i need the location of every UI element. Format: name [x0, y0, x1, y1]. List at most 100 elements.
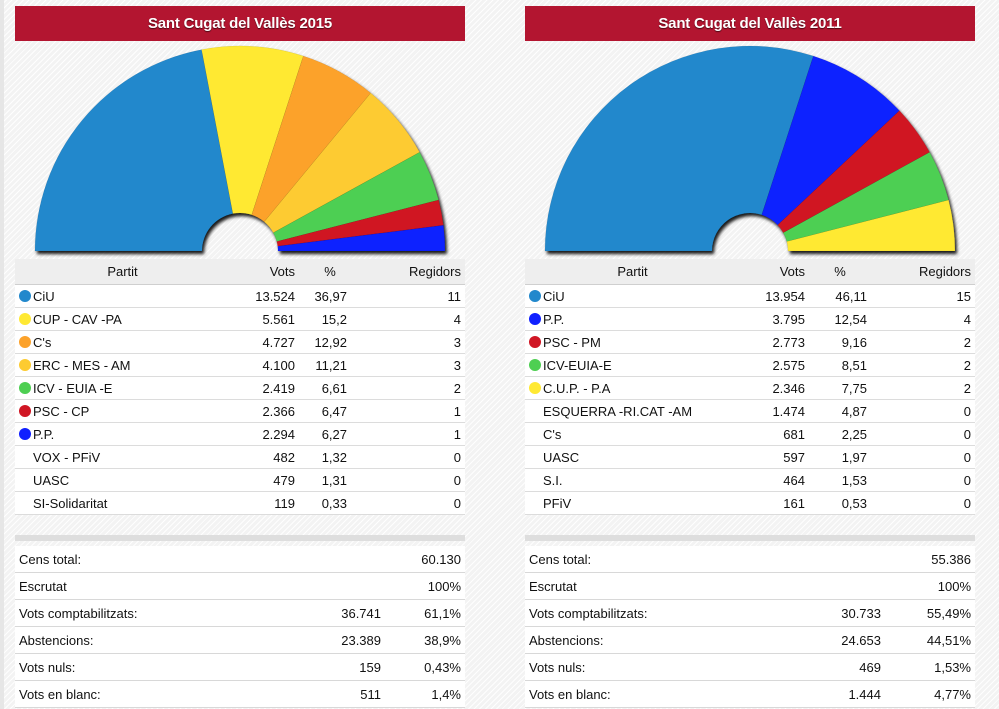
- summary-value: [775, 546, 885, 573]
- party-name-cell: PFiV: [525, 491, 740, 515]
- seat-slice-p-p: [277, 225, 446, 252]
- party-name: SI-Solidaritat: [33, 495, 108, 511]
- party-votes: 479: [230, 468, 295, 492]
- party-row: CUP - CAV -PA 5.561 15,2 4: [15, 307, 465, 331]
- summary-value: 1.444: [775, 680, 885, 708]
- party-color-dot-icon: [529, 289, 541, 302]
- party-name: PSC - CP: [33, 403, 90, 419]
- summary-row: Abstencions: 23.389 38,9%: [15, 626, 465, 654]
- party-name: ESQUERRA -RI.CAT -AM: [543, 403, 693, 419]
- party-color-dot-icon: [19, 427, 31, 440]
- party-name: C's: [543, 426, 562, 442]
- header-pct: %: [295, 259, 365, 285]
- party-pct: 9,16: [805, 330, 875, 354]
- summary-label: Cens total:: [525, 546, 775, 573]
- summary-value: [775, 572, 885, 600]
- summary-pct: 4,77%: [885, 680, 975, 708]
- party-name: ERC - MES - AM: [33, 357, 131, 373]
- party-pct: 6,47: [295, 399, 365, 423]
- results-header-row: Partit Vots % Regidors: [15, 259, 465, 285]
- summary-label: Vots nuls:: [525, 653, 775, 681]
- party-color-placeholder: [529, 427, 541, 439]
- header-votes: Vots: [230, 259, 295, 285]
- header-pct: %: [805, 259, 875, 285]
- party-seats: 2: [875, 330, 975, 354]
- party-row: UASC 479 1,31 0: [15, 468, 465, 492]
- party-color-placeholder: [19, 496, 31, 508]
- party-votes: 3.795: [740, 307, 805, 331]
- summary-row: Vots en blanc: 511 1,4%: [15, 680, 465, 708]
- party-color-placeholder: [529, 496, 541, 508]
- party-name-cell: CiU: [15, 284, 230, 308]
- party-color-dot-icon: [529, 335, 541, 348]
- party-votes: 4.727: [230, 330, 295, 354]
- header-party: Partit: [525, 259, 740, 285]
- summary-label: Vots en blanc:: [15, 680, 265, 708]
- summary-row: Vots nuls: 469 1,53%: [525, 653, 975, 681]
- party-seats: 4: [875, 307, 975, 331]
- party-name: CUP - CAV -PA: [33, 311, 122, 327]
- party-color-placeholder: [19, 473, 31, 485]
- party-name-cell: UASC: [15, 468, 230, 492]
- summary-value: 511: [265, 680, 385, 708]
- party-pct: 8,51: [805, 353, 875, 377]
- party-name: ICV-EUIA-E: [543, 357, 612, 373]
- party-name: PFiV: [543, 495, 572, 511]
- summary-row: Abstencions: 24.653 44,51%: [525, 626, 975, 654]
- party-votes: 4.100: [230, 353, 295, 377]
- seats-arc-group: [34, 45, 446, 252]
- summary-label: Escrutat: [15, 572, 265, 600]
- summary-pct: 55.386: [885, 546, 975, 573]
- party-pct: 1,53: [805, 468, 875, 492]
- party-pct: 11,21: [295, 353, 365, 377]
- party-row: PFiV 161 0,53 0: [525, 491, 975, 515]
- party-name-cell: S.I.: [525, 468, 740, 492]
- seats-chart: [525, 41, 975, 259]
- party-pct: 36,97: [295, 284, 365, 308]
- party-votes: 464: [740, 468, 805, 492]
- party-votes: 2.294: [230, 422, 295, 446]
- seats-chart: [15, 41, 465, 259]
- header-party: Partit: [15, 259, 230, 285]
- party-votes: 161: [740, 491, 805, 515]
- summary-row: Vots nuls: 159 0,43%: [15, 653, 465, 681]
- party-seats: 3: [365, 353, 465, 377]
- party-votes: 119: [230, 491, 295, 515]
- party-seats: 0: [365, 445, 465, 469]
- party-pct: 7,75: [805, 376, 875, 400]
- summary-pct: 60.130: [385, 546, 465, 573]
- results-table: Partit Vots % Regidors CiU 13.524 36,97 …: [15, 259, 465, 515]
- party-row: P.P. 2.294 6,27 1: [15, 422, 465, 446]
- summary-row: Vots comptabilitzats: 30.733 55,49%: [525, 599, 975, 627]
- summary-pct: 55,49%: [885, 599, 975, 627]
- party-row: PSC - CP 2.366 6,47 1: [15, 399, 465, 423]
- party-row: UASC 597 1,97 0: [525, 445, 975, 469]
- party-color-placeholder: [19, 450, 31, 462]
- party-name: S.I.: [543, 472, 563, 488]
- results-table: Partit Vots % Regidors CiU 13.954 46,11 …: [525, 259, 975, 515]
- party-name-cell: PSC - CP: [15, 399, 230, 423]
- party-color-placeholder: [529, 450, 541, 462]
- party-name-cell: ICV-EUIA-E: [525, 353, 740, 377]
- party-seats: 3: [365, 330, 465, 354]
- party-name-cell: CiU: [525, 284, 740, 308]
- party-votes: 681: [740, 422, 805, 446]
- party-pct: 6,61: [295, 376, 365, 400]
- party-pct: 12,54: [805, 307, 875, 331]
- party-pct: 15,2: [295, 307, 365, 331]
- party-row: ICV-EUIA-E 2.575 8,51 2: [525, 353, 975, 377]
- summary-value: [265, 572, 385, 600]
- party-seats: 4: [365, 307, 465, 331]
- party-votes: 2.575: [740, 353, 805, 377]
- party-seats: 0: [875, 399, 975, 423]
- summary-label: Escrutat: [525, 572, 775, 600]
- summary-value: 159: [265, 653, 385, 681]
- summary-pct: 0,43%: [385, 653, 465, 681]
- header-seats: Regidors: [875, 259, 975, 285]
- party-name-cell: C's: [15, 330, 230, 354]
- summary-row: Escrutat 100%: [525, 572, 975, 600]
- party-votes: 482: [230, 445, 295, 469]
- party-name-cell: SI-Solidaritat: [15, 491, 230, 515]
- party-pct: 1,31: [295, 468, 365, 492]
- party-name-cell: C's: [525, 422, 740, 446]
